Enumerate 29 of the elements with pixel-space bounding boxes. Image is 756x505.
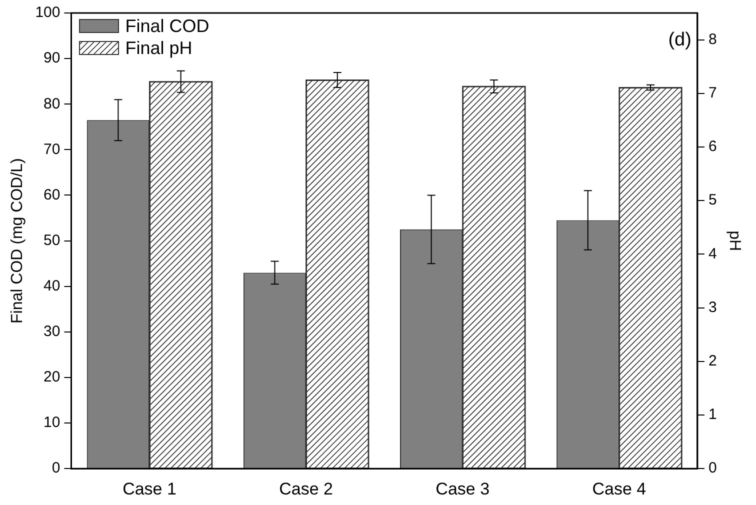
series-label: Final pH: [125, 38, 192, 58]
y-tick-label: 100: [35, 4, 60, 22]
y-tick-label: 60: [44, 186, 60, 204]
x-tick-label: Case 2: [279, 479, 333, 498]
y2-tick-label: 4: [708, 245, 717, 262]
legend-label: Final COD: [125, 16, 210, 36]
y2-tick-label: 0: [708, 460, 717, 477]
y-tick-label: 50: [44, 232, 60, 249]
y2-tick-label: 3: [708, 298, 717, 316]
y-tick-label: 90: [44, 50, 60, 67]
x-tick-label: Case 1: [122, 479, 176, 498]
y-tick-label: 20: [44, 368, 60, 386]
y2-tick-label: 1: [708, 406, 717, 424]
y2-tick-label: 7: [708, 84, 717, 102]
y-tick-label: 0: [52, 460, 60, 477]
y-tick-label: 10: [44, 414, 60, 432]
x-tick-label: Case 4: [592, 479, 646, 498]
annotation: (d): [668, 30, 692, 51]
y2-tick-label: 2: [708, 352, 717, 370]
y-tick-label: 30: [44, 323, 60, 340]
y2-tick-label: 6: [708, 138, 717, 156]
x-tick-label: Case 3: [436, 479, 490, 498]
y-tick-label: 80: [44, 95, 60, 112]
y2-tick-label: 8: [708, 30, 717, 48]
y-tick-label: 70: [44, 140, 60, 158]
y-tick-label: 40: [44, 278, 60, 294]
y-axis-title: Final COD (mg COD/L): [9, 158, 26, 324]
y2-axis-title: pH: [726, 230, 743, 252]
y2-tick-label: 5: [708, 192, 717, 209]
